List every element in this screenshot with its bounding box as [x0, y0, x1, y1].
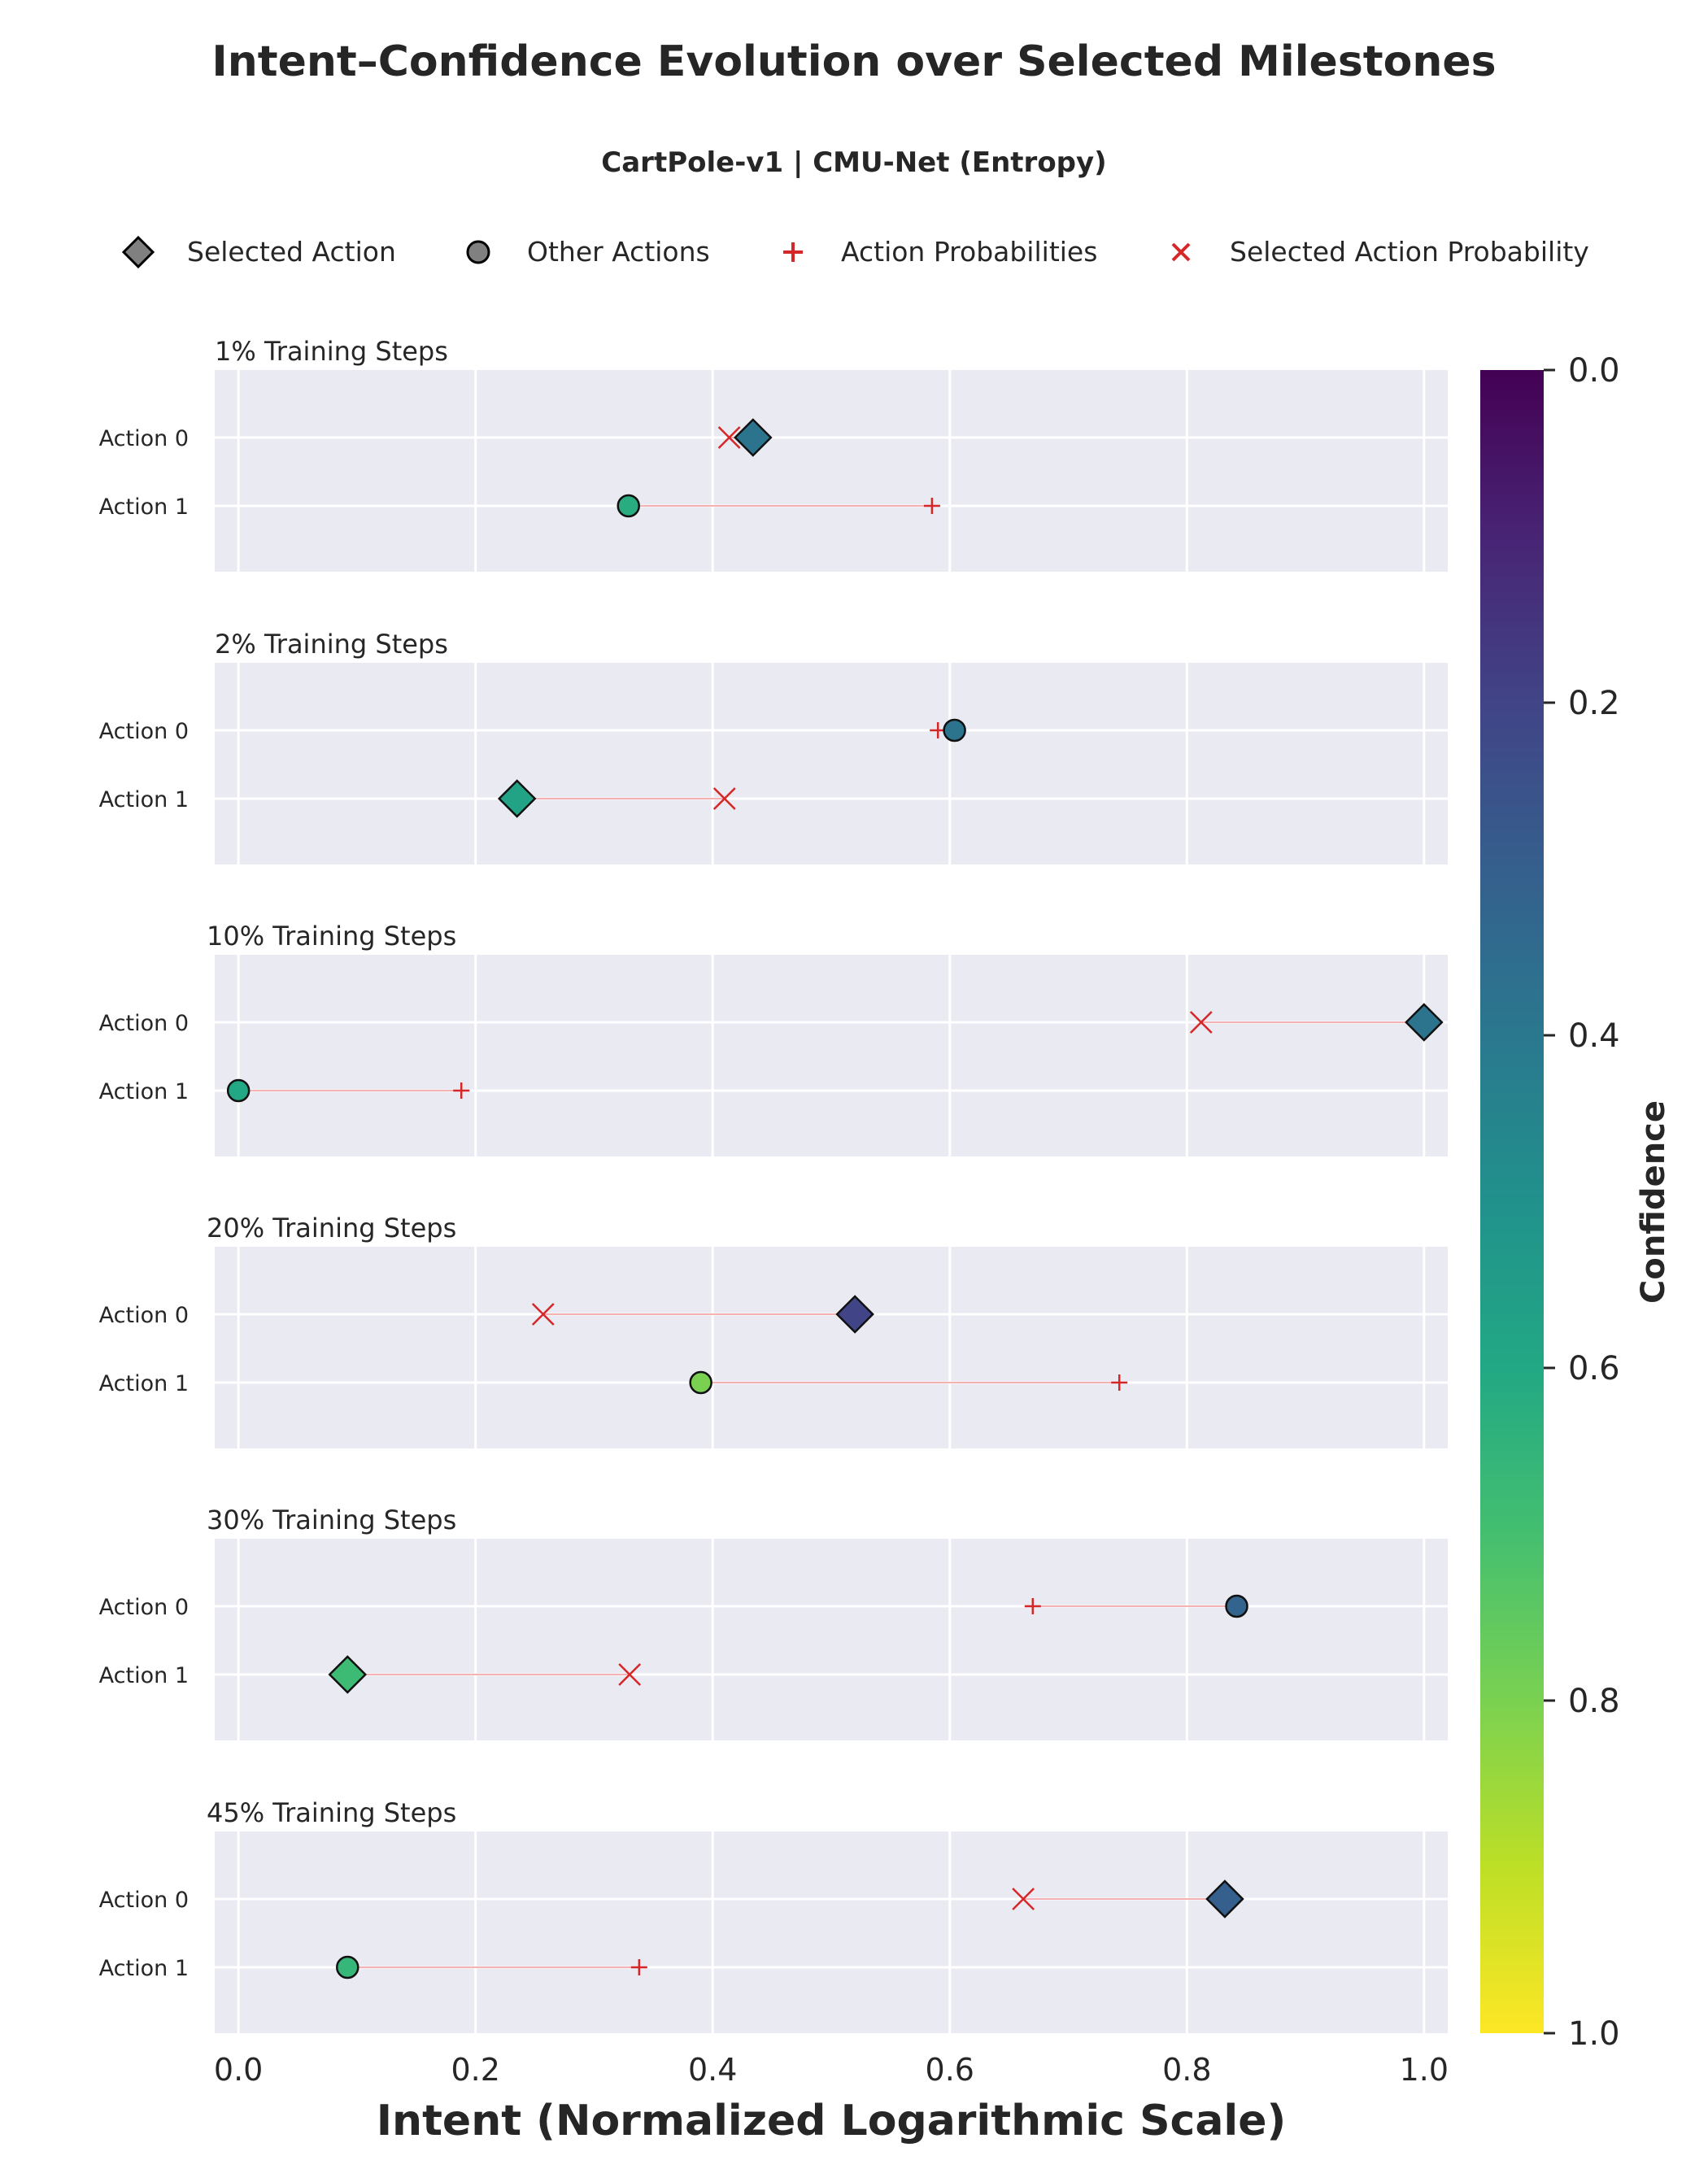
probability-marker [630, 1959, 647, 1975]
panel-background [215, 663, 1448, 865]
selected-action-marker [734, 418, 773, 457]
y-tick-label: Action 0 [99, 1888, 189, 1913]
colorbar-tick-label: 0.4 [1568, 1017, 1620, 1055]
y-tick-label: Action 0 [99, 1011, 189, 1036]
colorbar-gradient [1480, 370, 1544, 2033]
legend-circle-icon [466, 240, 490, 264]
colorbar: 0.0 0.2 0.4 0.6 0.8 1.0 [1480, 352, 1620, 2053]
colorbar-tick-label: 0.8 [1568, 1683, 1620, 1720]
other-action-marker [336, 1955, 359, 1980]
y-tick-label: Action 0 [99, 426, 189, 451]
y-tick-label: Action 1 [99, 787, 189, 812]
x-tick-label: 0.4 [688, 2052, 737, 2088]
legend-selected-action-probability: Selected Action Probability [1171, 236, 1589, 268]
legend-other-actions: Other Actions [466, 236, 710, 268]
panel-background [215, 955, 1448, 1156]
panel-4: 20% Training Steps Action 0 Action 1 [99, 1213, 1448, 1448]
x-tick-label: 0.6 [926, 2052, 974, 2088]
x-tick-label: 1.0 [1400, 2052, 1449, 2088]
legend-plus-icon [783, 242, 803, 262]
selected-action-marker [1205, 1879, 1244, 1919]
chart-title: Intent–Confidence Evolution over Selecte… [211, 37, 1496, 86]
panel-title: 20% Training Steps [207, 1213, 456, 1243]
legend-action-probabilities: Action Probabilities [783, 236, 1097, 268]
selected-action-marker [328, 1655, 368, 1694]
probability-marker [453, 1082, 470, 1099]
legend: Selected Action Other Actions Action Pro… [121, 235, 1589, 269]
legend-label-selected-action: Selected Action [187, 236, 396, 268]
colorbar-tick-label: 0.0 [1568, 352, 1620, 390]
colorbar-tick-label: 0.6 [1568, 1350, 1620, 1387]
y-tick-label: Action 1 [99, 1371, 189, 1396]
selected-probability-marker [618, 1663, 642, 1686]
other-action-marker [943, 718, 966, 743]
other-action-marker [617, 494, 640, 518]
legend-x-icon [1171, 242, 1191, 262]
panel-background [215, 1539, 1448, 1740]
x-tick-label: 0.0 [214, 2052, 263, 2088]
panel-title: 45% Training Steps [207, 1797, 456, 1828]
colorbar-label: Confidence [1635, 1100, 1672, 1304]
x-axis-label: Intent (Normalized Logarithmic Scale) [377, 2097, 1287, 2145]
y-tick-label: Action 1 [99, 1956, 189, 1981]
y-tick-label: Action 0 [99, 1595, 189, 1620]
other-action-marker [226, 1078, 251, 1103]
selected-probability-marker [1189, 1011, 1213, 1034]
panel-title: 1% Training Steps [215, 336, 448, 367]
panel-background [215, 370, 1448, 572]
panel-background [215, 1247, 1448, 1448]
panel-title: 10% Training Steps [207, 921, 456, 952]
x-tick-label: 0.2 [451, 2052, 499, 2088]
y-tick-label: Action 0 [99, 1303, 189, 1328]
panel-5: 30% Training Steps Action 0 Action 1 [99, 1505, 1448, 1740]
legend-label-other-actions: Other Actions [527, 236, 710, 268]
x-axis: 0.0 0.2 0.4 0.6 0.8 1.0 [214, 2052, 1449, 2088]
selected-probability-marker [717, 426, 741, 449]
probability-marker [1111, 1374, 1128, 1391]
selected-action-marker [835, 1295, 874, 1334]
panel-title: 2% Training Steps [215, 629, 448, 660]
panel-6: 45% Training Steps Action 0 Action 1 [99, 1797, 1448, 2033]
legend-label-action-probabilities: Action Probabilities [841, 236, 1097, 268]
colorbar-tick-label: 0.2 [1568, 685, 1620, 722]
y-tick-label: Action 0 [99, 719, 189, 744]
other-action-marker [689, 1370, 712, 1395]
legend-selected-action: Selected Action [121, 235, 396, 269]
panel-1: 1% Training Steps Action 0 Action 1 [99, 336, 1448, 572]
panel-3: 10% Training Steps Action 0 Action 1 [99, 921, 1448, 1156]
selected-probability-marker [1012, 1888, 1035, 1910]
legend-label-selected-action-probability: Selected Action Probability [1230, 236, 1589, 268]
other-action-marker [1225, 1594, 1248, 1618]
y-tick-label: Action 1 [99, 494, 189, 520]
selected-action-marker [1405, 1003, 1444, 1042]
probability-marker [923, 498, 940, 514]
selected-probability-marker [712, 787, 736, 810]
y-tick-label: Action 1 [99, 1079, 189, 1104]
probability-marker [1024, 1598, 1041, 1614]
panel-title: 30% Training Steps [207, 1505, 456, 1535]
selected-action-marker [497, 779, 537, 818]
x-tick-label: 0.8 [1162, 2052, 1211, 2088]
panel-background [215, 1831, 1448, 2033]
chart-subtitle: CartPole-v1 | CMU-Net (Entropy) [601, 146, 1106, 179]
selected-probability-marker [531, 1303, 555, 1326]
colorbar-tick-label: 1.0 [1568, 2015, 1620, 2053]
panel-2: 2% Training Steps Action 0 Action 1 [99, 629, 1448, 865]
y-tick-label: Action 1 [99, 1663, 189, 1688]
legend-diamond-icon [121, 235, 155, 269]
